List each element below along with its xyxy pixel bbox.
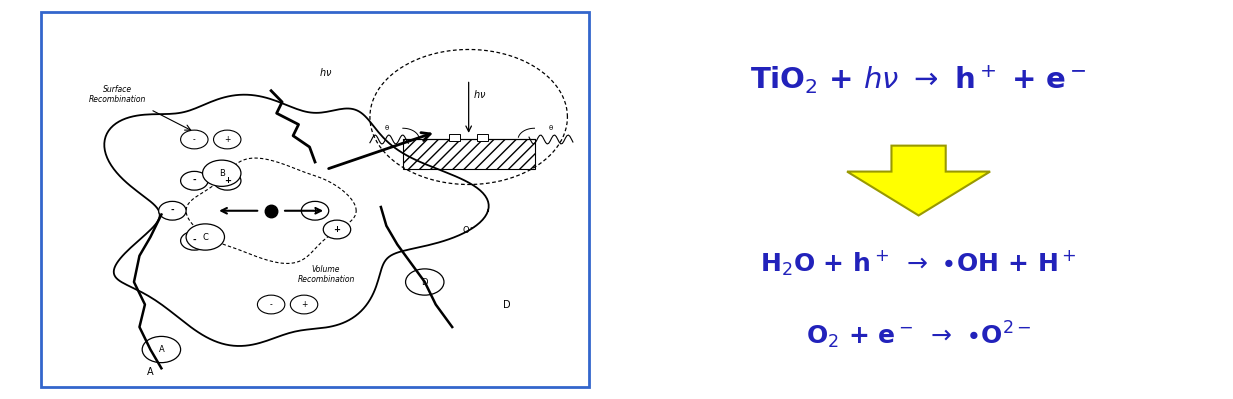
- Text: A: A: [147, 367, 154, 377]
- Circle shape: [406, 269, 444, 295]
- Text: O$^-$: O$^-$: [461, 224, 476, 235]
- Circle shape: [180, 172, 208, 190]
- Text: +: +: [223, 176, 231, 185]
- Circle shape: [290, 295, 318, 314]
- Text: B: B: [218, 169, 224, 178]
- Circle shape: [301, 201, 329, 220]
- Circle shape: [159, 201, 186, 220]
- Text: $h\nu$: $h\nu$: [473, 89, 486, 101]
- Text: A: A: [159, 345, 164, 354]
- Text: θ: θ: [549, 125, 554, 131]
- Text: +: +: [224, 135, 231, 144]
- Text: D: D: [422, 278, 428, 286]
- Bar: [403, 140, 535, 170]
- Text: θ: θ: [385, 125, 388, 131]
- Circle shape: [323, 220, 350, 239]
- Text: $h\nu$: $h\nu$: [319, 66, 333, 78]
- Text: -: -: [192, 135, 196, 144]
- Circle shape: [142, 336, 180, 363]
- Polygon shape: [847, 146, 990, 215]
- FancyBboxPatch shape: [41, 12, 589, 387]
- Text: -: -: [192, 176, 196, 185]
- Text: +: +: [301, 300, 307, 309]
- Text: H$_2$O + h$^+$ $\rightarrow$ $\bullet$OH + H$^+$: H$_2$O + h$^+$ $\rightarrow$ $\bullet$OH…: [761, 249, 1076, 278]
- Circle shape: [213, 172, 240, 190]
- Text: D: D: [503, 300, 510, 310]
- Circle shape: [213, 130, 240, 149]
- Circle shape: [180, 130, 208, 149]
- Text: O$_2$ + e$^-$ $\rightarrow$ $\bullet$O$^{2-}$: O$_2$ + e$^-$ $\rightarrow$ $\bullet$O$^…: [805, 320, 1032, 351]
- Circle shape: [186, 224, 224, 250]
- Text: +: +: [333, 225, 340, 234]
- Text: +: +: [312, 206, 318, 215]
- Text: Surface
Recombination: Surface Recombination: [89, 85, 147, 104]
- Bar: [477, 134, 488, 141]
- Circle shape: [180, 231, 208, 250]
- Text: -: -: [270, 300, 272, 309]
- Text: -: -: [192, 236, 196, 245]
- Text: TiO$_2$ + $h\nu$ $\rightarrow$ h$^+$ + e$^-$: TiO$_2$ + $h\nu$ $\rightarrow$ h$^+$ + e…: [751, 63, 1086, 96]
- Circle shape: [202, 160, 240, 186]
- Text: C: C: [202, 233, 208, 241]
- Text: -: -: [170, 206, 174, 215]
- Text: Volume
Recombination: Volume Recombination: [297, 265, 355, 284]
- Bar: [450, 134, 460, 141]
- Circle shape: [258, 295, 285, 314]
